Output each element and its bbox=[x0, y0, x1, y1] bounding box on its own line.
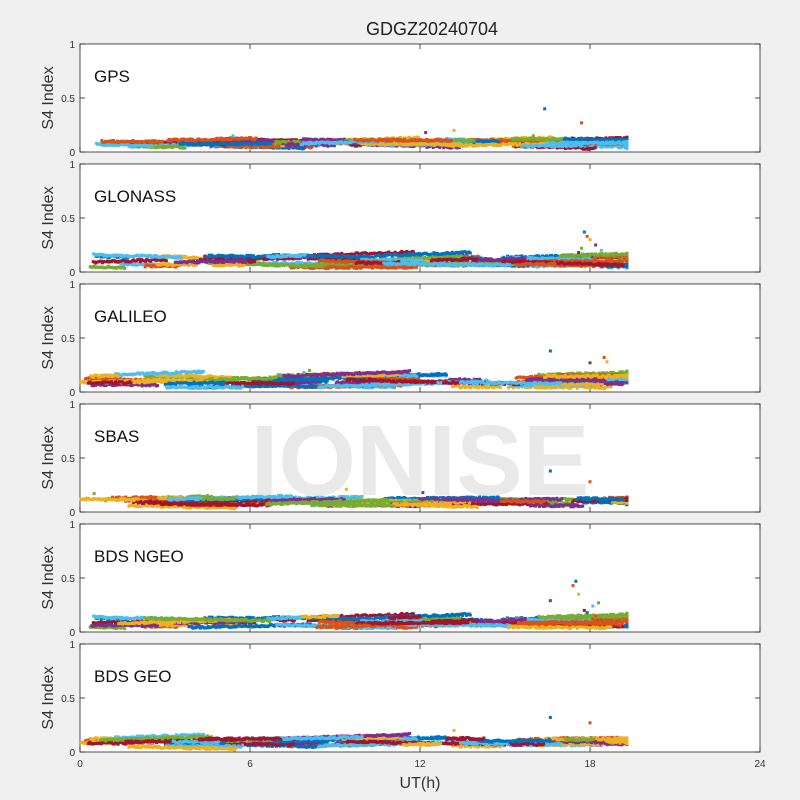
y-tick-label: 1 bbox=[69, 160, 75, 171]
spike-point bbox=[543, 107, 546, 110]
data-point bbox=[269, 142, 272, 145]
data-point bbox=[450, 139, 453, 142]
spike-point bbox=[232, 134, 235, 137]
data-point bbox=[123, 267, 126, 270]
data-point bbox=[151, 145, 154, 148]
data-point bbox=[625, 146, 628, 149]
y-tick-label: 0 bbox=[69, 268, 75, 279]
panel-gps: 0 0.5 1 S4 Index GPS bbox=[40, 40, 760, 159]
data-point bbox=[497, 141, 500, 144]
spike-point bbox=[532, 134, 535, 137]
figure-title: GDGZ20240704 bbox=[366, 19, 498, 39]
constellation-label: GLONASS bbox=[94, 187, 176, 206]
data-point bbox=[581, 143, 584, 146]
constellation-label: GPS bbox=[94, 67, 130, 86]
y-tick-label: 0.5 bbox=[61, 214, 75, 225]
panel-glonass: 0 0.5 1 S4 Index GLONASS bbox=[40, 160, 760, 279]
data-point bbox=[254, 137, 257, 140]
spike-point bbox=[424, 131, 427, 134]
data-point bbox=[184, 146, 187, 149]
y-axis-label: S4 Index bbox=[40, 66, 57, 129]
data-point bbox=[278, 145, 281, 148]
data-point bbox=[473, 139, 476, 142]
data-point bbox=[161, 140, 164, 143]
y-tick-label: 0.5 bbox=[61, 94, 75, 105]
data-point bbox=[625, 141, 628, 144]
y-tick-label: 1 bbox=[69, 40, 75, 51]
spike-point bbox=[453, 129, 456, 132]
y-tick-label: 0 bbox=[69, 148, 75, 159]
data-point bbox=[594, 146, 597, 149]
data-point bbox=[459, 144, 462, 147]
y-axis-label: S4 Index bbox=[40, 186, 57, 249]
axes-box bbox=[80, 44, 760, 152]
spike-point bbox=[580, 121, 583, 124]
